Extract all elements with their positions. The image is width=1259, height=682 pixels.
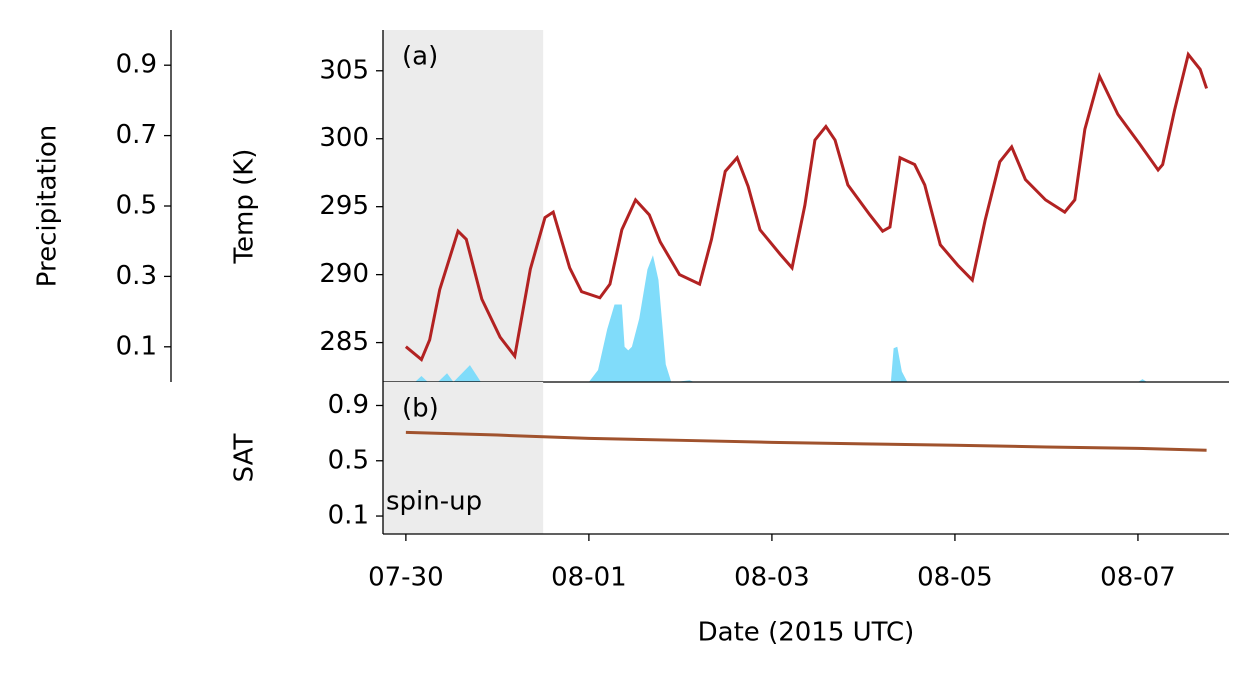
y-axis-label: SAT	[230, 434, 260, 483]
y-tick-label: 0.1	[328, 501, 369, 531]
y2-tick-label: 0.3	[116, 261, 157, 291]
y2-tick-label: 0.9	[116, 50, 157, 80]
y-tick-label: 305	[319, 55, 369, 85]
y-tick-label: 300	[319, 123, 369, 153]
x-tick-label: 08-03	[734, 563, 810, 593]
panel-label: (a)	[402, 42, 438, 72]
y2-tick-label: 0.7	[116, 120, 157, 150]
spin-up-shade	[383, 30, 544, 382]
y2-axis-label: Precipitation	[33, 125, 63, 288]
precip-area	[405, 255, 1207, 382]
x-tick-label: 08-01	[551, 563, 627, 593]
spin-up-label: spin-up	[386, 487, 482, 517]
y-axis-label: Temp (K)	[230, 149, 260, 265]
y2-tick-label: 0.1	[116, 331, 157, 361]
y-tick-label: 295	[319, 191, 369, 221]
series-line	[404, 51, 1209, 363]
y2-tick-label: 0.5	[116, 191, 157, 221]
x-tick-label: 07-30	[368, 563, 444, 593]
spin-up-shade	[383, 382, 544, 534]
panel-label: (b)	[402, 394, 439, 424]
y-tick-label: 0.5	[328, 445, 369, 475]
x-tick-label: 08-07	[1100, 563, 1176, 593]
y-tick-label: 285	[319, 327, 369, 357]
x-tick-label: 08-05	[917, 563, 993, 593]
y-tick-label: 290	[319, 259, 369, 289]
series-line	[405, 430, 1207, 452]
x-axis-label: Date (2015 UTC)	[698, 618, 915, 648]
y-tick-label: 0.9	[328, 390, 369, 420]
